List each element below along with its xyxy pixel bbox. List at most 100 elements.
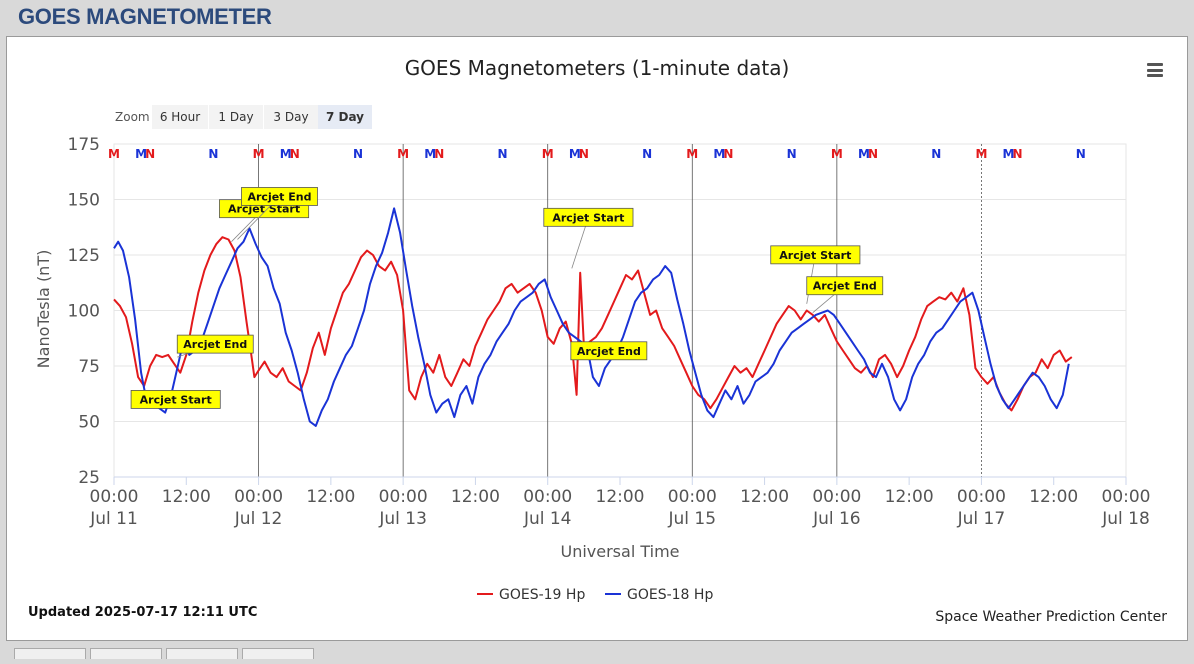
event-marker: N [353, 147, 363, 161]
annotation-box [806, 276, 884, 296]
event-marker: M [1003, 147, 1015, 161]
chart-title: GOES Magnetometers (1-minute data) [404, 56, 790, 80]
zoom-7-day-button[interactable]: 7 Day [318, 105, 372, 129]
bottom-tab-strip [14, 646, 394, 659]
x-tick-date-label: Jul 16 [812, 509, 861, 529]
page-title: GOES MAGNETOMETER [18, 4, 272, 29]
x-tick-time-label: 00:00 [90, 487, 139, 507]
event-marker: N [642, 147, 652, 161]
event-marker: N [931, 147, 941, 161]
bottom-tab[interactable] [90, 648, 162, 659]
event-marker: M [280, 147, 292, 161]
event-marker: M [569, 147, 581, 161]
annotation-label: Arcjet Start [140, 393, 212, 406]
y-tick-label: 50 [78, 413, 100, 433]
x-tick-date-label: Jul 15 [668, 509, 717, 529]
series-lines [113, 207, 1073, 427]
bottom-tab[interactable] [242, 648, 314, 659]
event-marker: N [434, 147, 444, 161]
zoom-label: Zoom [115, 110, 150, 124]
event-marker: N [208, 147, 218, 161]
y-tick-label: 25 [78, 468, 100, 488]
annotation-box [176, 334, 254, 354]
event-marker: M [686, 147, 698, 161]
annotation-box [241, 187, 318, 206]
x-tick-time-label: 12:00 [451, 487, 500, 507]
x-tick-time-label: 00:00 [234, 487, 283, 507]
x-tick-date-label: Jul 14 [523, 509, 572, 529]
chart-panel: GOES Magnetometers (1-minute data) Zoom … [6, 36, 1188, 641]
event-marker: N [145, 147, 155, 161]
zoom-6-hour-button[interactable]: 6 Hour [152, 105, 208, 129]
event-markers: M M M M M M MN N N N N N NM M M M M M MN N N N N N N [108, 147, 1086, 161]
x-tick-time-label: 00:00 [957, 487, 1006, 507]
annotation-label: Arcjet End [183, 338, 247, 351]
x-tick-date-label: Jul 12 [234, 509, 283, 529]
x-tick-time-label: 12:00 [740, 487, 789, 507]
event-marker: M [975, 147, 987, 161]
event-marker: M [253, 147, 265, 161]
event-marker: M [135, 147, 147, 161]
annotation-label: Arcjet Start [552, 211, 624, 224]
x-tick-time-label: 12:00 [306, 487, 355, 507]
series-line-goes-19-hp [113, 236, 1073, 412]
series-line-goes-18-hp [113, 207, 1070, 427]
event-marker: M [713, 147, 725, 161]
event-marker: N [1013, 147, 1023, 161]
credit-text: Space Weather Prediction Center [935, 609, 1167, 625]
x-tick-date-label: Jul 18 [1101, 509, 1150, 529]
event-marker: N [290, 147, 300, 161]
zoom-1-day-button[interactable]: 1 Day [209, 105, 263, 129]
event-marker: N [498, 147, 508, 161]
y-axis: 25 50 75 100 125 150 175 [68, 135, 100, 488]
x-tick-date-label: Jul 17 [957, 509, 1006, 529]
event-marker: N [787, 147, 797, 161]
y-axis-label: NanoTesla (nT) [34, 250, 53, 369]
x-tick-time-label: 12:00 [596, 487, 645, 507]
annotation-label: Arcjet Start [228, 203, 300, 216]
x-tick-time-label: 12:00 [1029, 487, 1078, 507]
bottom-tab[interactable] [14, 648, 86, 659]
annotation-label: Arcjet Start [779, 249, 851, 262]
annotation-label: Arcjet End [247, 190, 311, 203]
x-axis-label: Universal Time [560, 542, 679, 561]
y-tick-label: 175 [68, 135, 100, 155]
legend-item-label: GOES-19 Hp [499, 587, 585, 603]
event-marker: N [868, 147, 878, 161]
updated-timestamp: Updated 2025-07-17 12:11 UTC [28, 605, 258, 620]
event-marker: M [858, 147, 870, 161]
annotation-box [570, 341, 648, 361]
event-marker: M [831, 147, 843, 161]
event-marker: N [579, 147, 589, 161]
x-tick-time-label: 00:00 [668, 487, 717, 507]
x-tick-time-label: 00:00 [523, 487, 572, 507]
x-tick-date-label: Jul 13 [378, 509, 427, 529]
x-tick-time-label: 00:00 [1102, 487, 1151, 507]
annotation-label: Arcjet End [577, 345, 641, 358]
annotation-box [770, 245, 861, 265]
y-tick-label: 150 [68, 191, 100, 211]
event-marker: N [723, 147, 733, 161]
hamburger-menu-icon[interactable] [1147, 63, 1163, 77]
x-tick-time-label: 12:00 [162, 487, 211, 507]
event-marker: M [424, 147, 436, 161]
annotation-box [543, 207, 634, 227]
y-tick-label: 125 [68, 246, 100, 266]
x-tick-time-label: 00:00 [812, 487, 861, 507]
annotation-box [130, 390, 221, 409]
event-marker: M [542, 147, 554, 161]
event-marker: N [1076, 147, 1086, 161]
event-marker: M [397, 147, 409, 161]
x-tick-time-label: 12:00 [885, 487, 934, 507]
y-tick-label: 75 [78, 357, 100, 377]
x-tick-date-label: Jul 11 [89, 509, 138, 529]
zoom-3-day-button[interactable]: 3 Day [264, 105, 318, 129]
event-marker: M [108, 147, 120, 161]
annotation-label: Arcjet End [813, 280, 877, 293]
bottom-tab[interactable] [166, 648, 238, 659]
y-tick-label: 100 [68, 302, 100, 322]
legend[interactable]: GOES-19 Hp GOES-18 Hp [477, 587, 713, 603]
